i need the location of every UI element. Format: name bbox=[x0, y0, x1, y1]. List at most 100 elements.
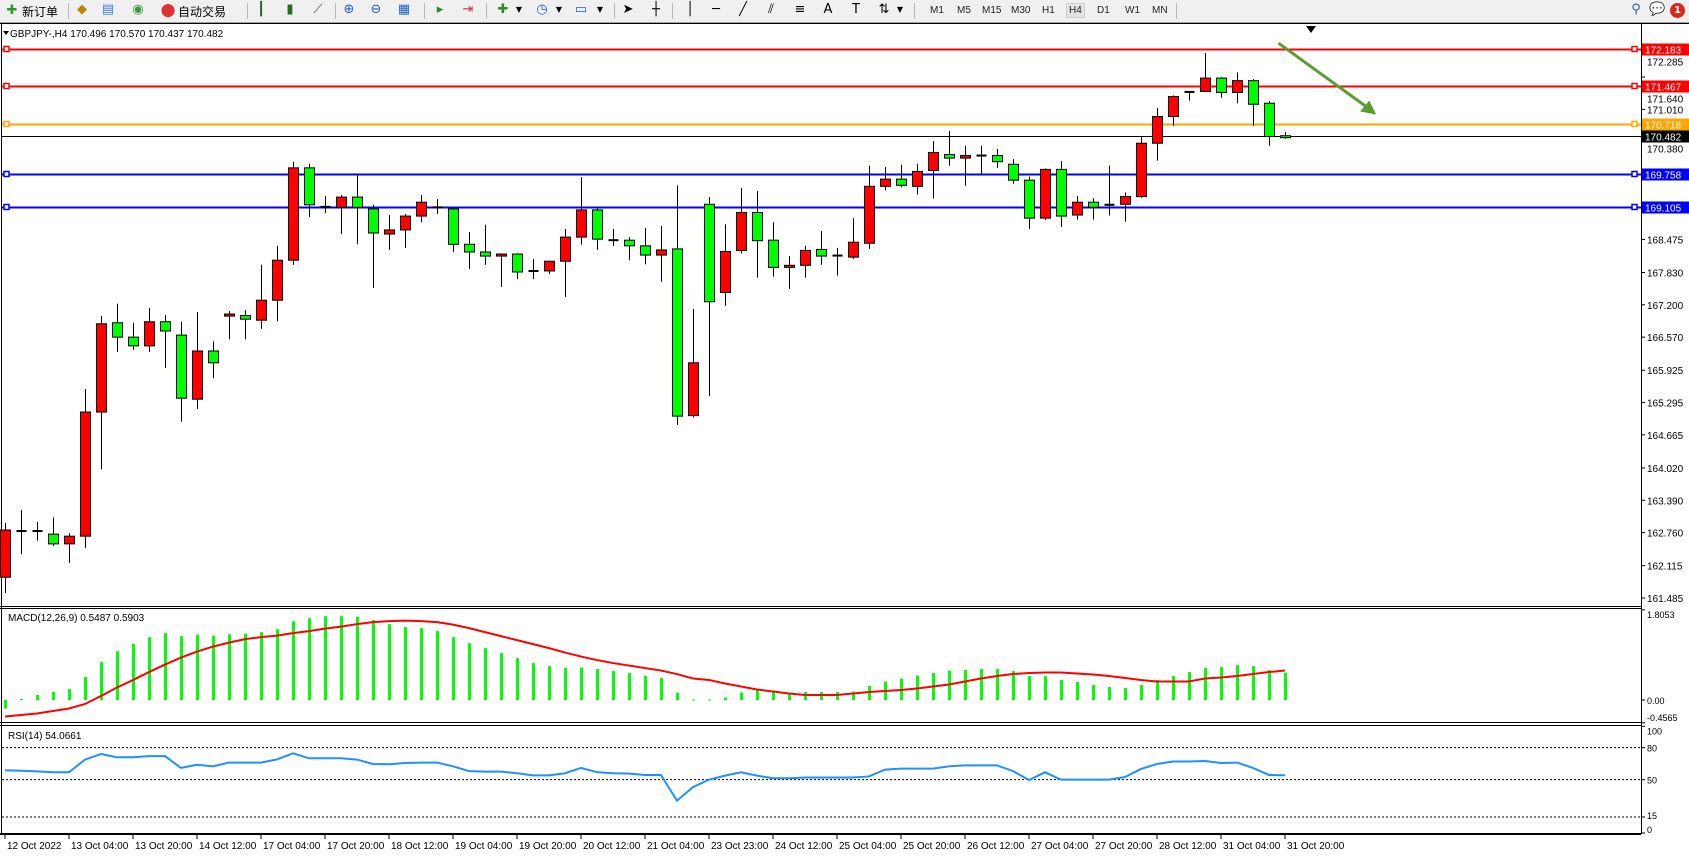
level-handle[interactable] bbox=[1631, 203, 1638, 211]
level-handle[interactable] bbox=[3, 82, 10, 90]
candle[interactable] bbox=[1248, 79, 1259, 126]
candle[interactable] bbox=[144, 307, 155, 353]
market-watch-icon[interactable]: ◆ bbox=[77, 2, 87, 17]
candle[interactable] bbox=[528, 259, 539, 280]
candle[interactable] bbox=[1280, 131, 1291, 139]
candle[interactable] bbox=[192, 312, 203, 409]
candle[interactable] bbox=[736, 187, 747, 254]
candle[interactable] bbox=[624, 237, 635, 261]
candle[interactable] bbox=[1008, 159, 1019, 184]
candle[interactable] bbox=[976, 145, 987, 174]
chart-shift-icon[interactable]: ⇥ bbox=[462, 2, 474, 17]
cursor-icon[interactable]: ➤ bbox=[622, 2, 634, 17]
candle[interactable] bbox=[80, 388, 91, 548]
level-handle[interactable] bbox=[3, 120, 10, 128]
candle[interactable] bbox=[1072, 196, 1083, 220]
trendline-icon[interactable]: ╱ bbox=[739, 2, 747, 17]
candle[interactable] bbox=[256, 264, 267, 329]
candle[interactable] bbox=[464, 231, 475, 269]
candle[interactable] bbox=[224, 310, 235, 340]
candle[interactable] bbox=[688, 308, 699, 418]
notification-badge[interactable]: 1 bbox=[1670, 3, 1685, 18]
candle[interactable] bbox=[208, 341, 219, 379]
candle[interactable] bbox=[592, 207, 603, 250]
candle[interactable] bbox=[768, 222, 779, 277]
candle[interactable] bbox=[272, 245, 283, 322]
candlestick-icon[interactable]: ▮ bbox=[286, 2, 294, 17]
level-handle[interactable] bbox=[3, 170, 10, 178]
candle[interactable] bbox=[1232, 72, 1243, 104]
bar-chart-icon[interactable]: ┃ bbox=[257, 2, 265, 17]
candle[interactable] bbox=[1184, 90, 1195, 101]
candle[interactable] bbox=[1168, 95, 1179, 126]
timeframe-m5[interactable]: M5 bbox=[957, 5, 971, 16]
horizontal-line-icon[interactable]: ─ bbox=[712, 2, 720, 17]
candle[interactable] bbox=[336, 195, 347, 235]
timeframe-w1[interactable]: W1 bbox=[1125, 5, 1140, 16]
trend-arrow[interactable] bbox=[1277, 41, 1372, 111]
candle[interactable] bbox=[1216, 77, 1227, 98]
candle[interactable] bbox=[96, 316, 107, 470]
candle[interactable] bbox=[16, 510, 27, 555]
candle[interactable] bbox=[800, 245, 811, 278]
candle[interactable] bbox=[896, 164, 907, 188]
level-handle[interactable] bbox=[3, 203, 10, 211]
timeframe-h1[interactable]: H1 bbox=[1042, 5, 1055, 16]
text-label-icon[interactable]: T bbox=[852, 2, 860, 17]
auto-scroll-icon[interactable]: ▸ bbox=[436, 2, 444, 17]
candle[interactable] bbox=[1040, 168, 1051, 221]
candle[interactable] bbox=[352, 175, 363, 245]
level-handle[interactable] bbox=[1631, 170, 1638, 178]
chevron-down-icon[interactable]: ▼ bbox=[896, 5, 904, 14]
candle[interactable] bbox=[432, 199, 443, 215]
data-window-icon[interactable]: ▤ bbox=[101, 2, 115, 17]
candle[interactable] bbox=[304, 163, 315, 218]
tile-windows-icon[interactable]: ▦ bbox=[397, 2, 411, 17]
timeframe-h4[interactable]: H4 bbox=[1066, 3, 1085, 18]
timeframe-mn[interactable]: MN bbox=[1152, 5, 1168, 16]
candle[interactable] bbox=[912, 163, 923, 195]
candle[interactable] bbox=[1024, 176, 1035, 229]
candle[interactable] bbox=[32, 521, 43, 541]
new-order-button[interactable]: ✚ 新订单 bbox=[4, 2, 58, 20]
candle[interactable] bbox=[160, 315, 171, 368]
candle[interactable] bbox=[944, 130, 955, 166]
candle[interactable] bbox=[1264, 101, 1275, 146]
candle[interactable] bbox=[448, 207, 459, 252]
candle[interactable] bbox=[544, 260, 555, 275]
candle[interactable] bbox=[960, 145, 971, 186]
equidistant-channel-icon[interactable]: ⫽ bbox=[768, 2, 774, 17]
line-chart-icon[interactable]: ⟋ bbox=[313, 2, 323, 17]
candle[interactable] bbox=[720, 224, 731, 306]
candle[interactable] bbox=[1104, 165, 1115, 216]
signals-icon[interactable]: ◉ bbox=[132, 2, 144, 17]
candle[interactable] bbox=[816, 230, 827, 265]
candle[interactable] bbox=[240, 309, 251, 340]
candle[interactable] bbox=[416, 195, 427, 223]
vertical-line-icon[interactable]: │ bbox=[686, 2, 694, 17]
templates-icon[interactable]: ▭ bbox=[574, 2, 588, 17]
candle[interactable] bbox=[496, 253, 507, 287]
candle[interactable] bbox=[560, 228, 571, 298]
periods-icon[interactable]: ◷ bbox=[536, 2, 548, 17]
candle[interactable] bbox=[992, 148, 1003, 168]
candle[interactable] bbox=[48, 517, 59, 546]
candle[interactable] bbox=[704, 197, 715, 397]
candle[interactable] bbox=[112, 303, 123, 353]
candle[interactable] bbox=[1136, 137, 1147, 199]
level-handle[interactable] bbox=[1631, 45, 1638, 53]
chat-icon[interactable]: 💬 bbox=[1649, 2, 1666, 17]
candle[interactable] bbox=[64, 533, 75, 563]
candle[interactable] bbox=[1056, 161, 1067, 227]
candle[interactable] bbox=[0, 522, 11, 594]
level-handle[interactable] bbox=[3, 45, 10, 53]
candle[interactable] bbox=[384, 215, 395, 250]
arrows-icon[interactable]: ⇅ bbox=[878, 2, 890, 17]
candle[interactable] bbox=[576, 177, 587, 245]
candle[interactable] bbox=[512, 253, 523, 280]
candle[interactable] bbox=[288, 161, 299, 265]
crosshair-icon[interactable]: ┼ bbox=[652, 2, 660, 17]
chevron-down-icon[interactable]: ▼ bbox=[515, 5, 523, 14]
text-icon[interactable]: A bbox=[823, 2, 833, 17]
